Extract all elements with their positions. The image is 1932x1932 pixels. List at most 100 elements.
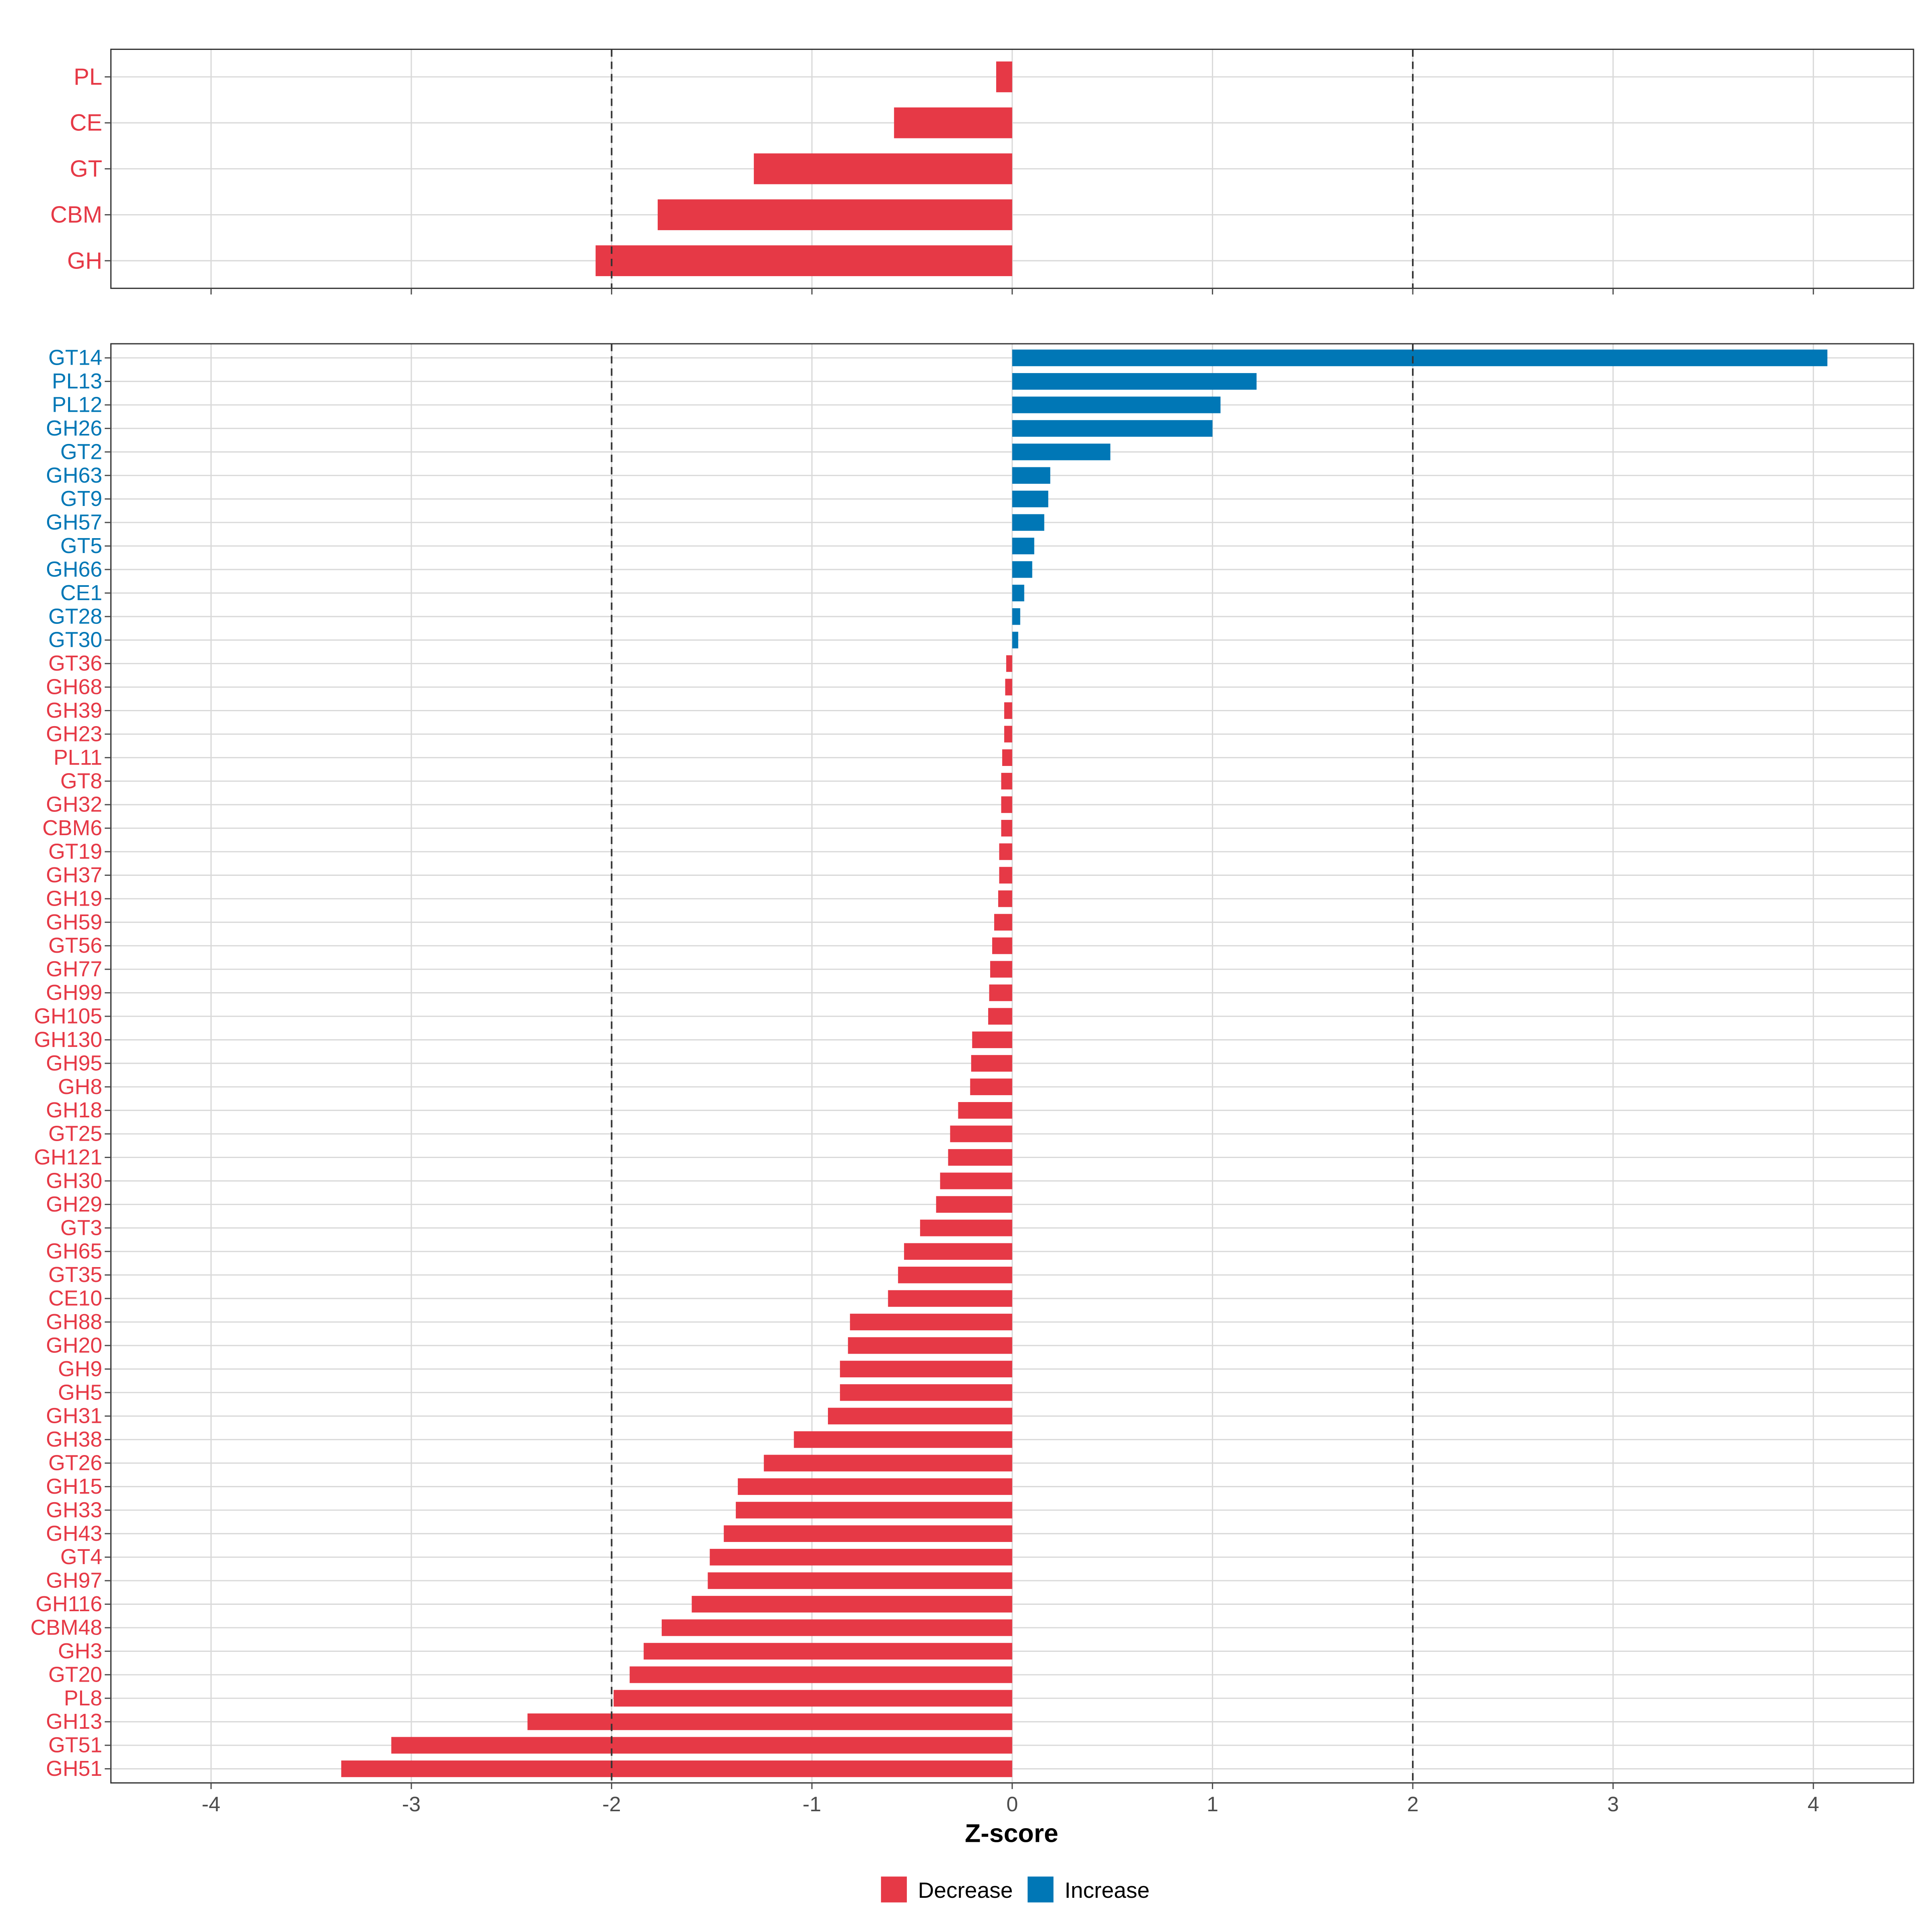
bar-gt5: [1012, 537, 1034, 555]
bar-cbm6: [1001, 819, 1012, 837]
category-label-gh18: GH18: [46, 1098, 102, 1122]
family-level-panel: GT14PL13PL12GH26GT2GH63GT9GH57GT5GH66CE1…: [30, 343, 1914, 1816]
bar-gh29: [936, 1196, 1012, 1213]
bar-gh68: [1005, 679, 1012, 696]
bar-pl: [996, 61, 1012, 93]
bar-pl12: [1012, 396, 1221, 413]
bar-gh3: [644, 1643, 1012, 1660]
category-label-ce1: CE1: [60, 581, 102, 605]
bar-ce1: [1012, 584, 1024, 602]
category-label-cbm: CBM: [50, 202, 102, 228]
bar-cbm: [658, 199, 1012, 230]
bar-gt56: [992, 937, 1012, 954]
bar-gh31: [828, 1408, 1012, 1424]
top-threshold-lines: [611, 49, 1414, 289]
bar-gh66: [1012, 561, 1032, 578]
category-label-gh32: GH32: [46, 793, 102, 817]
bar-gh23: [1004, 726, 1012, 743]
bar-gh63: [1012, 467, 1051, 484]
category-label-gt51: GT51: [48, 1734, 102, 1757]
bar-gt25: [950, 1125, 1012, 1142]
category-label-gh15: GH15: [46, 1475, 102, 1499]
category-label-pl: PL: [74, 64, 102, 90]
bottom-category-labels: GT14PL13PL12GH26GT2GH63GT9GH57GT5GH66CE1…: [30, 346, 111, 1781]
x-tick-label-0: 0: [1006, 1793, 1018, 1816]
category-label-ce10: CE10: [48, 1287, 102, 1311]
bar-gh8: [970, 1078, 1012, 1095]
bar-gh99: [989, 984, 1012, 1001]
bar-gh97: [708, 1572, 1012, 1589]
category-label-gh88: GH88: [46, 1310, 102, 1334]
category-label-gh121: GH121: [34, 1146, 102, 1169]
category-label-gh97: GH97: [46, 1569, 102, 1593]
category-label-gh116: GH116: [35, 1592, 102, 1616]
x-tick-label-1: 1: [1207, 1793, 1218, 1816]
bar-gt19: [999, 843, 1012, 860]
bar-gh20: [848, 1337, 1012, 1354]
x-tick-label--3: -3: [402, 1793, 421, 1816]
category-label-gh59: GH59: [46, 910, 102, 934]
category-label-gt4: GT4: [60, 1545, 102, 1569]
bar-gh19: [998, 890, 1012, 907]
x-tick-label-2: 2: [1407, 1793, 1419, 1816]
bar-gt20: [630, 1666, 1012, 1683]
bar-gt30: [1012, 632, 1018, 648]
bar-gh65: [904, 1243, 1012, 1260]
category-label-pl11: PL11: [54, 746, 102, 770]
bar-gh51: [341, 1760, 1012, 1777]
bar-gh130: [972, 1031, 1012, 1049]
category-label-gh43: GH43: [46, 1522, 102, 1546]
category-label-gt19: GT19: [48, 840, 102, 864]
bar-gt: [753, 153, 1012, 184]
category-label-gh30: GH30: [46, 1169, 102, 1193]
category-label-gh23: GH23: [46, 722, 102, 746]
category-label-gh19: GH19: [46, 887, 102, 910]
bar-gh116: [691, 1596, 1012, 1613]
category-label-gh38: GH38: [46, 1428, 102, 1451]
x-tick-label-3: 3: [1607, 1793, 1619, 1816]
category-label-gt36: GT36: [48, 652, 102, 675]
category-label-gt14: GT14: [48, 346, 102, 370]
category-label-cbm6: CBM6: [42, 816, 102, 840]
category-label-gh95: GH95: [46, 1051, 102, 1075]
category-label-gh26: GH26: [46, 417, 102, 440]
x-tick-label--2: -2: [602, 1793, 621, 1816]
category-label-gh29: GH29: [46, 1193, 102, 1216]
category-label-gh130: GH130: [34, 1028, 102, 1052]
category-label-gt9: GT9: [60, 487, 102, 511]
category-label-gh51: GH51: [46, 1757, 102, 1781]
category-label-gt2: GT2: [60, 440, 102, 464]
bar-gh5: [840, 1384, 1012, 1401]
bar-gt2: [1012, 444, 1110, 460]
category-label-gh57: GH57: [46, 511, 102, 535]
class-level-panel: PL CE GT CBM GH: [50, 48, 1914, 295]
bar-gh26: [1012, 420, 1213, 437]
bar-gh88: [850, 1313, 1012, 1331]
bottom-x-tick-labels: -4 -3 -2 -1 0 1 2 3 4: [202, 1793, 1819, 1816]
category-label-gh65: GH65: [46, 1240, 102, 1263]
bar-gt51: [391, 1737, 1012, 1754]
category-label-gh9: GH9: [58, 1357, 102, 1381]
top-x-ticks: [210, 288, 1814, 295]
bar-gh121: [948, 1149, 1012, 1166]
category-label-gt25: GT25: [48, 1122, 102, 1146]
bar-ce10: [888, 1290, 1012, 1307]
bar-gh18: [958, 1102, 1012, 1119]
bar-gh38: [794, 1431, 1012, 1448]
bar-gh37: [999, 867, 1012, 884]
category-label-gt20: GT20: [48, 1663, 102, 1686]
bar-gt14: [1012, 349, 1828, 366]
category-label-gh31: GH31: [46, 1404, 102, 1428]
bar-gh59: [994, 914, 1012, 931]
bar-pl8: [613, 1690, 1012, 1707]
bar-gh30: [940, 1172, 1012, 1189]
category-label-gh105: GH105: [34, 1004, 102, 1028]
category-label-gt30: GT30: [48, 628, 102, 652]
category-label-gh99: GH99: [46, 981, 102, 1005]
category-label-gh63: GH63: [46, 464, 102, 487]
category-label-gh37: GH37: [46, 863, 102, 887]
category-label-cbm48: CBM48: [30, 1616, 102, 1639]
bar-gh32: [1001, 796, 1012, 813]
top-bars: [595, 61, 1012, 277]
category-label-gh68: GH68: [46, 675, 102, 699]
